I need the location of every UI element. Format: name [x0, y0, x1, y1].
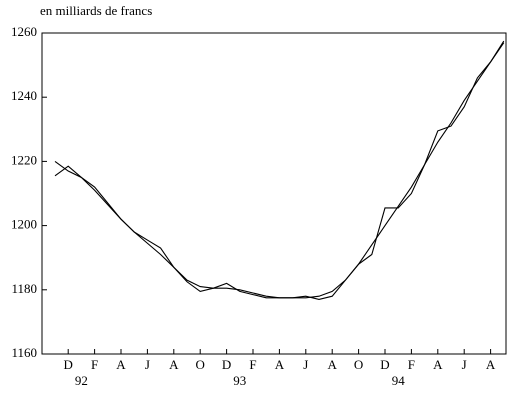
x-tick-label: F: [408, 357, 415, 372]
year-label: 92: [75, 373, 88, 388]
x-tick-label: A: [275, 357, 285, 372]
x-tick-label: O: [354, 357, 363, 372]
x-tick-label: J: [145, 357, 150, 372]
y-tick-label: 1180: [11, 281, 37, 296]
plot-frame: [41, 32, 507, 355]
y-tick-label: 1240: [11, 88, 37, 103]
y-axis-label: en milliards de francs: [40, 3, 152, 18]
y-tick-label: 1260: [11, 24, 37, 39]
y-tick-label: 1160: [11, 345, 37, 360]
x-tick-label: F: [249, 357, 256, 372]
year-label: 93: [233, 373, 246, 388]
x-tick-label: D: [64, 357, 73, 372]
x-tick-label: A: [116, 357, 126, 372]
x-tick-label: J: [303, 357, 308, 372]
x-tick-label: D: [380, 357, 389, 372]
x-tick-label: F: [91, 357, 98, 372]
series-line: [54, 40, 505, 300]
y-tick-label: 1220: [11, 152, 37, 167]
x-tick-label: O: [196, 357, 205, 372]
x-tick-label: D: [222, 357, 231, 372]
year-label: 94: [392, 373, 406, 388]
x-tick-label: J: [462, 357, 467, 372]
x-tick-label: A: [486, 357, 496, 372]
y-tick-label: 1200: [11, 217, 37, 232]
x-tick-label: A: [433, 357, 443, 372]
x-tick-label: A: [328, 357, 338, 372]
x-tick-label: A: [169, 357, 179, 372]
series-line: [54, 42, 505, 299]
